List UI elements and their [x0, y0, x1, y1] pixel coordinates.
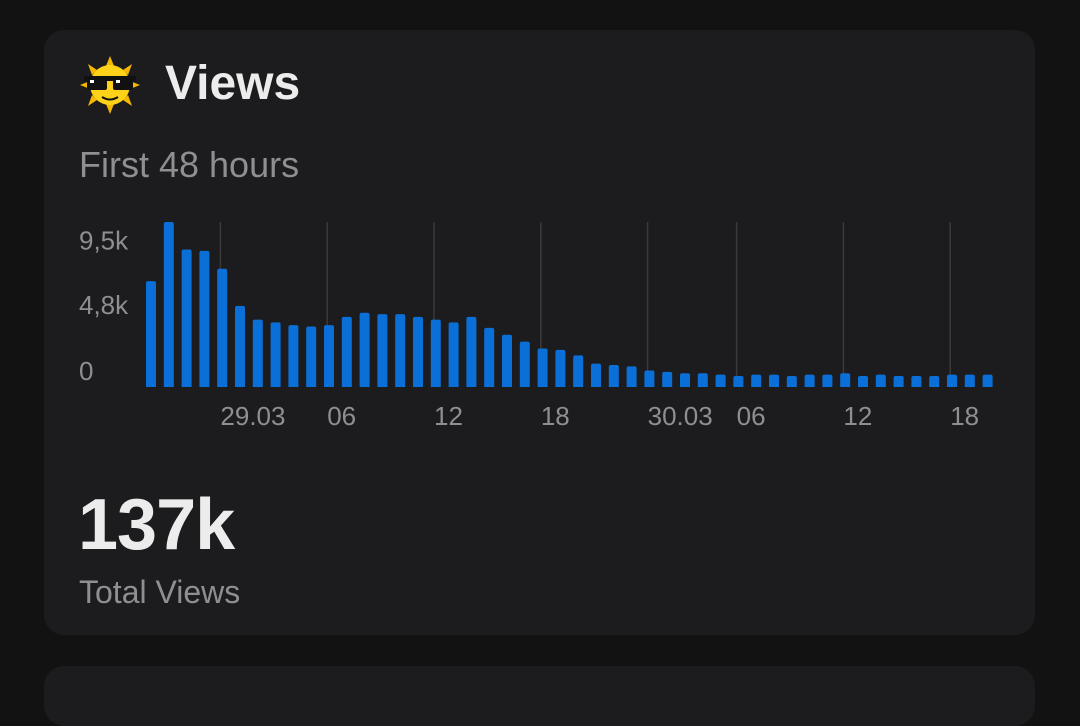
x-tick-label: 12	[843, 401, 872, 431]
bar	[591, 363, 601, 387]
bar	[199, 250, 210, 387]
y-tick-label: 4,8k	[79, 290, 129, 320]
x-tick-label: 29.03	[220, 401, 285, 431]
total-views-value: 137k	[78, 485, 235, 565]
y-tick-label: 9,5k	[79, 225, 129, 255]
bar	[751, 374, 762, 387]
bar	[644, 370, 655, 387]
bar	[947, 374, 957, 387]
x-tick-label: 06	[737, 401, 766, 431]
bar	[413, 316, 423, 387]
bar	[769, 374, 779, 387]
sun-with-sunglasses-icon	[80, 56, 140, 114]
bar	[573, 355, 584, 387]
bar	[822, 374, 833, 387]
bar	[484, 327, 495, 387]
bar	[217, 268, 228, 387]
bar	[875, 374, 886, 387]
bar	[181, 249, 192, 387]
x-tick-label: 30.03	[648, 401, 713, 431]
bar	[502, 334, 512, 387]
total-views-label: Total Views	[79, 574, 241, 610]
bar	[395, 314, 406, 387]
bar	[252, 319, 263, 387]
bar	[324, 325, 334, 387]
x-tick-label: 12	[434, 401, 463, 431]
bar	[377, 314, 388, 387]
bar	[430, 319, 441, 387]
y-tick-label: 0	[79, 356, 93, 386]
bar	[697, 373, 708, 387]
bar	[680, 373, 690, 387]
bar	[288, 325, 299, 387]
bar	[341, 316, 352, 387]
bar	[786, 376, 797, 387]
bar	[359, 312, 370, 387]
card-title: Views	[165, 57, 301, 110]
x-tick-label: 18	[950, 401, 979, 431]
bar	[146, 281, 156, 387]
bar	[608, 365, 619, 387]
bar	[235, 305, 245, 387]
bar	[537, 348, 548, 387]
bar	[306, 326, 317, 387]
views-bar-chart: 29.03 06 12 18 30.03 06 12 18 0 4,8k 9,5k	[79, 222, 993, 431]
bar	[840, 373, 851, 387]
bar	[448, 322, 459, 387]
bar	[929, 376, 940, 387]
card-subtitle: First 48 hours	[79, 144, 300, 185]
bar	[662, 371, 673, 387]
bar	[893, 376, 904, 387]
bar	[982, 374, 993, 387]
bar	[555, 349, 566, 387]
bar	[858, 376, 868, 387]
bar	[270, 322, 281, 387]
x-tick-label: 06	[327, 401, 356, 431]
bar	[733, 376, 744, 387]
bar	[715, 374, 726, 387]
bar	[519, 341, 530, 387]
x-tick-label: 18	[541, 401, 570, 431]
bar	[911, 376, 922, 387]
bar	[163, 222, 174, 387]
bar	[964, 374, 975, 387]
bar	[626, 366, 637, 387]
bar	[466, 316, 477, 387]
bar	[804, 374, 815, 387]
